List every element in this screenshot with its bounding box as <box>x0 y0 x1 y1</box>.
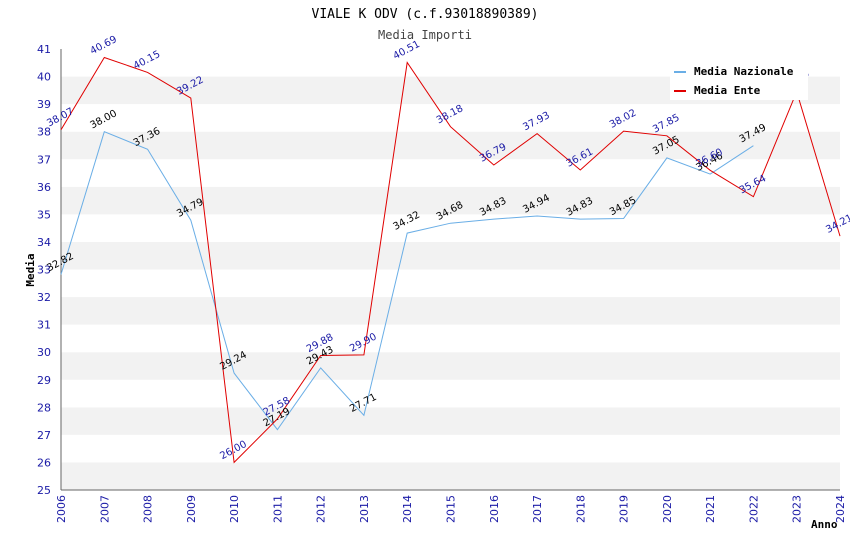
grid-band <box>61 186 840 215</box>
x-tick-label: 2019 <box>618 495 631 523</box>
x-tick-label: 2024 <box>834 495 847 523</box>
x-tick-label: 2010 <box>228 495 241 523</box>
x-tick-label: 2022 <box>747 495 760 523</box>
series-line-media-ente <box>60 56 841 464</box>
x-tick-label: 2009 <box>185 495 198 523</box>
grid-band <box>61 241 840 270</box>
x-tick-label: 2011 <box>271 495 284 523</box>
y-tick-label: 25 <box>37 484 51 497</box>
y-tick-label: 33 <box>37 264 51 277</box>
y-tick-label: 37 <box>37 153 51 166</box>
x-tick-label: 2013 <box>358 495 371 523</box>
y-tick-label: 26 <box>37 456 51 469</box>
background-bands <box>61 49 840 490</box>
grid-band <box>61 462 840 490</box>
x-tick-label: 2012 <box>315 495 328 523</box>
grid-band <box>61 352 840 380</box>
grid-band <box>61 379 840 408</box>
y-tick-label: 28 <box>37 401 51 414</box>
axes <box>60 49 840 491</box>
y-axis-ticks: 25 26 27 28 29 30 31 32 33 34 35 36 37 38 39 40 41 <box>37 43 51 497</box>
grid-band <box>61 297 840 325</box>
grid-band <box>61 159 840 187</box>
grid-band <box>61 131 840 160</box>
grid-band <box>61 214 840 242</box>
y-tick-label: 41 <box>37 43 51 56</box>
y-tick-label: 40 <box>37 71 51 84</box>
y-tick-label: 34 <box>37 236 51 249</box>
y-tick-label: 38 <box>37 126 51 139</box>
y-tick-label: 35 <box>37 208 51 221</box>
x-tick-label: 2014 <box>401 495 414 523</box>
legend: Media Nazionale Media Ente <box>670 60 808 100</box>
legend-label-media-nazionale: Media Nazionale <box>694 65 794 78</box>
series-line-media-nazionale <box>60 131 754 431</box>
x-tick-label: 2017 <box>531 495 544 523</box>
chart-subtitle: Media Importi <box>378 28 472 42</box>
y-tick-label: 31 <box>37 319 51 332</box>
series <box>60 56 841 464</box>
x-tick-label: 2006 <box>55 495 68 523</box>
x-axis-label: Anno <box>811 518 838 531</box>
x-axis-ticks: 2006 2007 2008 2009 2010 2011 2012 2013 2014 2015… <box>55 495 847 523</box>
y-tick-label: 27 <box>37 429 51 442</box>
x-tick-label: 2021 <box>704 495 717 523</box>
chart-title: VIALE K ODV (c.f.93018890389) <box>312 7 539 22</box>
grid-band <box>61 407 840 435</box>
x-tick-label: 2020 <box>661 495 674 523</box>
x-tick-label: 2008 <box>142 495 155 523</box>
y-tick-label: 30 <box>37 346 51 359</box>
y-tick-label: 32 <box>37 291 51 304</box>
grid-band <box>61 324 840 353</box>
x-tick-label: 2023 <box>791 495 804 523</box>
y-axis-label: Media <box>24 253 37 286</box>
legend-label-media-ente: Media Ente <box>694 84 761 97</box>
y-tick-label: 36 <box>37 181 51 194</box>
grid-band <box>61 269 840 298</box>
y-tick-label: 29 <box>37 374 51 387</box>
x-tick-label: 2018 <box>574 495 587 523</box>
x-tick-label: 2007 <box>98 495 111 523</box>
legend-box <box>670 60 808 100</box>
y-tick-label: 39 <box>37 98 51 111</box>
grid-band <box>61 434 840 463</box>
x-tick-label: 2016 <box>488 495 501 523</box>
x-tick-label: 2015 <box>445 495 458 523</box>
